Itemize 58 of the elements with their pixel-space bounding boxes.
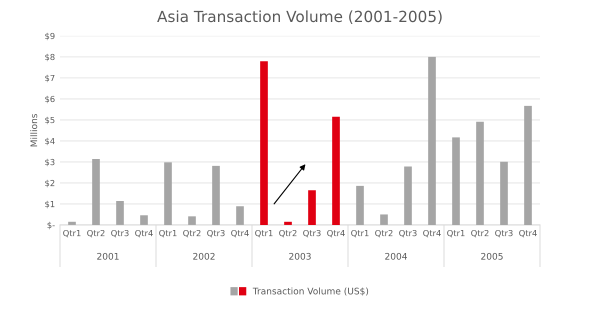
x-tick-label: Qtr3 — [207, 230, 225, 238]
x-tick-label: Qtr4 — [519, 230, 537, 238]
x-tick-label: Qtr2 — [471, 230, 488, 238]
bar — [236, 206, 244, 225]
x-tick-label: Qtr3 — [495, 230, 513, 238]
y-tick-label: $6 — [45, 96, 55, 104]
x-tick-label: Qtr2 — [375, 230, 392, 238]
x-tick-label: Qtr4 — [327, 230, 345, 238]
x-tick-label: Qtr4 — [423, 230, 441, 238]
x-tick-label: Qtr1 — [351, 230, 369, 238]
bar — [212, 166, 220, 225]
x-tick-label: Qtr1 — [447, 230, 465, 238]
x-tick-label: Qtr2 — [87, 230, 104, 238]
y-axis-title: Millions — [30, 114, 38, 146]
bar — [500, 162, 508, 225]
bar — [332, 116, 340, 225]
bar — [452, 137, 460, 225]
bar — [92, 158, 100, 225]
x-tick-label: Qtr2 — [279, 230, 296, 238]
x-tick-label: Qtr1 — [63, 230, 81, 238]
bar — [68, 222, 76, 225]
legend-label: Transaction Volume (US$) — [252, 287, 368, 296]
bar — [476, 122, 484, 225]
y-tick-label: $8 — [45, 54, 55, 62]
x-tick-label: Qtr3 — [303, 230, 321, 238]
text: 2003 — [289, 252, 311, 260]
bar — [524, 106, 532, 225]
y-tick-label: $7 — [45, 74, 54, 82]
bar — [284, 222, 292, 225]
bar — [428, 56, 436, 225]
text: 2001 — [97, 252, 119, 260]
y-tick-label: $3 — [45, 158, 54, 166]
x-tick-label: Qtr1 — [159, 230, 177, 238]
bar — [260, 61, 268, 225]
y-tick-label: $5 — [45, 116, 54, 124]
bar — [164, 162, 172, 225]
bar — [380, 214, 388, 225]
y-tick-label: $1 — [45, 200, 54, 208]
text: 2004 — [385, 252, 407, 260]
x-tick-label: Qtr3 — [111, 230, 129, 238]
bar — [116, 200, 124, 225]
x-tick-label: Qtr3 — [399, 230, 417, 238]
text: 2002 — [193, 252, 215, 260]
text: 2005 — [481, 252, 503, 260]
x-tick-label: Qtr2 — [183, 230, 200, 238]
y-tick-label: $9 — [45, 32, 55, 40]
y-tick-label: $- — [48, 222, 55, 230]
x-tick-label: Qtr4 — [231, 230, 249, 238]
bar — [188, 216, 196, 225]
bar — [308, 190, 316, 225]
bar — [404, 166, 412, 225]
x-tick-label: Qtr1 — [255, 230, 273, 238]
chart-title: Asia Transaction Volume (2001-2005) — [157, 10, 442, 24]
y-tick-label: $2 — [45, 180, 54, 188]
bar — [356, 186, 364, 225]
x-tick-label: Qtr4 — [135, 230, 153, 238]
y-tick-label: $4 — [45, 138, 55, 146]
bar — [140, 215, 148, 225]
